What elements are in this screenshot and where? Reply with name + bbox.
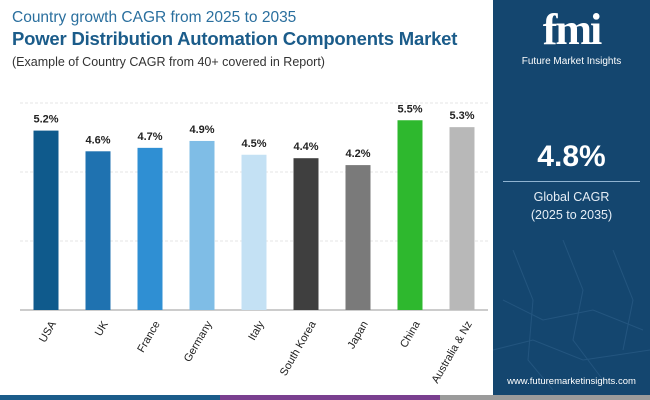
global-cagr-label-line2: (2025 to 2035) — [530, 208, 613, 222]
data-label: 5.3% — [449, 110, 474, 122]
bar-france — [137, 147, 163, 310]
x-tick-label: UK — [93, 319, 111, 339]
logo-text: Future Market Insights — [521, 56, 622, 67]
bar-germany — [189, 140, 215, 310]
chart-subtitle: Country growth CAGR from 2025 to 2035 — [12, 9, 297, 26]
x-tick-label: South Korea — [278, 318, 319, 378]
data-label: 5.2% — [33, 114, 58, 126]
data-label: 4.2% — [345, 148, 370, 160]
x-tick-label: China — [398, 318, 423, 350]
chart-title: Power Distribution Automation Components… — [12, 28, 458, 49]
brand-logo: fmi Future Market Insights — [493, 5, 650, 68]
bar-south-korea — [293, 158, 319, 310]
chart-note: (Example of Country CAGR from 40+ covere… — [12, 55, 325, 69]
bottom-bar-segment-3 — [440, 395, 650, 400]
bottom-bar-segment-2 — [220, 395, 440, 400]
data-label: 4.9% — [189, 124, 214, 136]
bar-uk — [85, 151, 111, 310]
x-tick-label: France — [135, 319, 163, 355]
website-link[interactable]: www.futuremarketinsights.com — [507, 376, 636, 387]
bar-japan — [345, 165, 371, 310]
global-cagr-label-line1: Global CAGR — [533, 190, 610, 204]
bar-china — [397, 120, 423, 310]
chart-header: Country growth CAGR from 2025 to 2035 Po… — [12, 8, 492, 69]
cagr-divider — [503, 181, 640, 182]
data-label: 4.7% — [137, 131, 162, 143]
x-tick-label: Germany — [182, 319, 215, 365]
x-tick-label: Australia & Nz — [430, 319, 475, 385]
x-tick-label: Italy — [246, 319, 267, 343]
data-label: 4.6% — [85, 134, 110, 146]
data-label: 4.5% — [241, 138, 266, 150]
global-cagr-value: 4.8% — [537, 140, 606, 173]
bar-australia-nz — [449, 127, 475, 311]
global-cagr-label: Global CAGR (2025 to 2035) — [493, 188, 650, 224]
x-tick-label: Japan — [345, 319, 370, 351]
bar-chart: 5.2% USA 4.6% UK 4.7% France 4.9% Germany 4.5% It… — [20, 102, 488, 385]
side-panel: fmi Future Market Insights 4.8% Global C… — [493, 0, 650, 400]
data-label: 4.4% — [293, 141, 318, 153]
bottom-bar-segment-1 — [0, 395, 220, 400]
decorative-lines — [493, 239, 650, 391]
logo-mark: fmi — [542, 5, 603, 54]
bar-italy — [241, 154, 267, 310]
data-label: 5.5% — [397, 103, 422, 115]
bar-usa — [33, 130, 59, 310]
x-tick-label: USA — [37, 319, 59, 345]
